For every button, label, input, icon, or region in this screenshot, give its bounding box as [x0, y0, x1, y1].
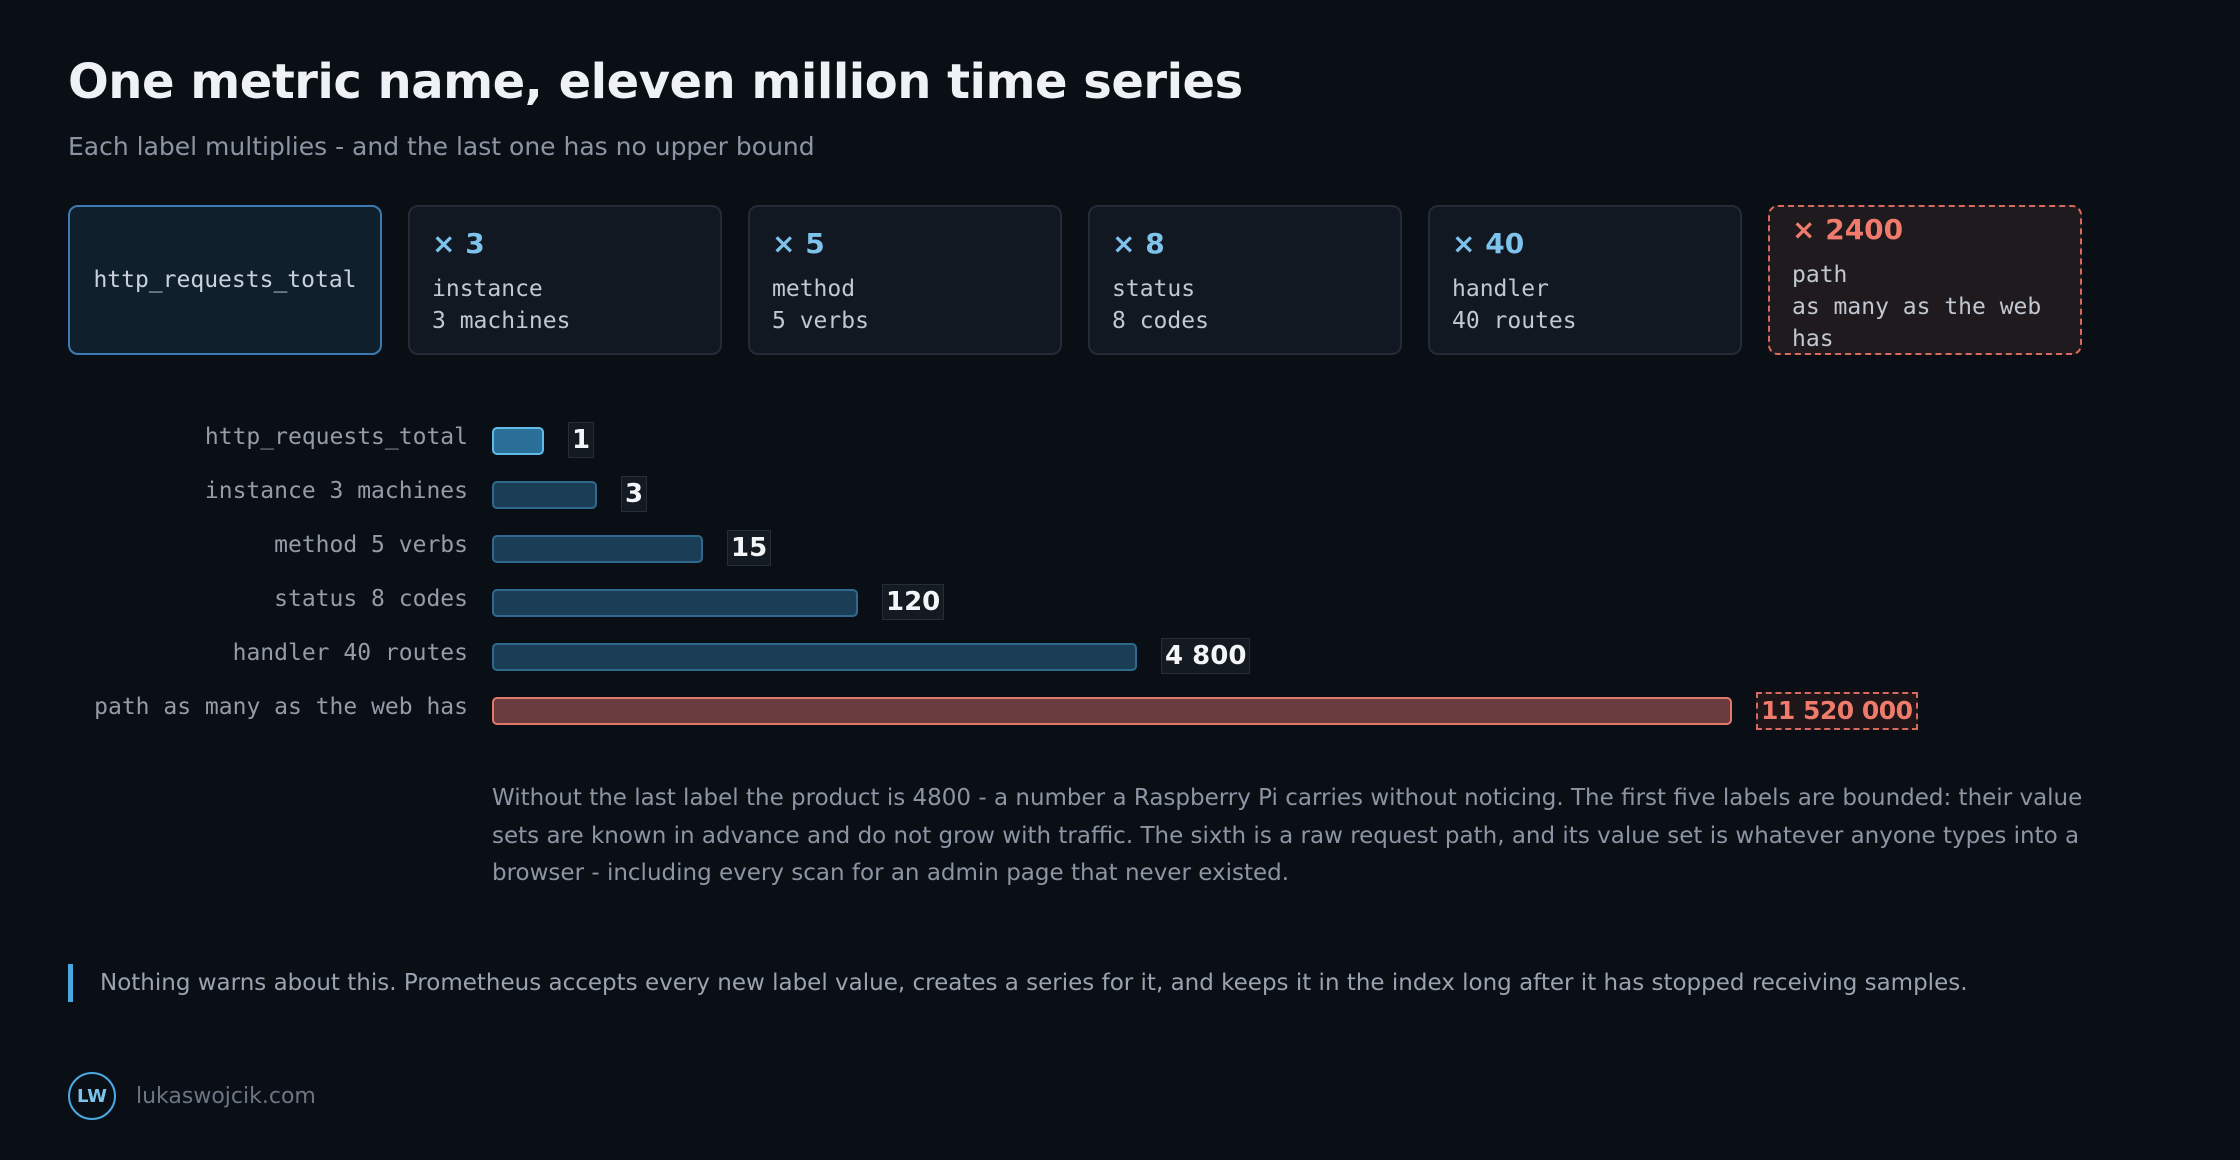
card-label-desc: 40 routes	[1452, 308, 1577, 334]
chart-bar	[492, 427, 544, 455]
chart-value-label: 11 520 000	[1756, 692, 1918, 730]
chart-category-label: handler 40 routes	[232, 640, 468, 666]
card-label-name: handler	[1452, 276, 1549, 302]
card-label-desc: 3 machines	[432, 308, 571, 334]
page-title: One metric name, eleven million time ser…	[68, 54, 1243, 110]
card-multiplier: × 3	[432, 227, 485, 260]
chart-bar	[492, 481, 597, 509]
chart-category-label: instance 3 machines	[204, 478, 468, 504]
explanation-text: Without the last label the product is 48…	[492, 785, 2083, 886]
card-multiplier: × 2400	[1792, 213, 1904, 246]
card-multiplier: × 40	[1452, 227, 1525, 260]
chart-bar	[492, 535, 703, 563]
page-subtitle: Each label multiplies - and the last one…	[68, 132, 815, 161]
card-handler: × 40 handler 40 routes	[1428, 205, 1742, 355]
chart-bar	[492, 643, 1137, 671]
chart-row: handler 40 routes 4 800	[0, 630, 2240, 684]
card-instance: × 3 instance 3 machines	[408, 205, 722, 355]
chart-value-label: 120	[882, 584, 945, 620]
card-method: × 5 method 5 verbs	[748, 205, 1062, 355]
footer: LW lukaswojcik.com	[68, 1072, 316, 1120]
chart-bar	[492, 589, 858, 617]
site-link[interactable]: lukaswojcik.com	[136, 1083, 316, 1109]
warning-callout: Nothing warns about this. Prometheus acc…	[68, 964, 1968, 1002]
card-label-name: path	[1792, 262, 1848, 288]
card-metric-name: http_requests_total	[93, 267, 357, 293]
card-multiplier: × 5	[772, 227, 825, 260]
card-label-name: status	[1112, 276, 1196, 302]
chart-value-label: 3	[621, 476, 648, 512]
card-label-desc: 5 verbs	[772, 308, 869, 334]
chart-row: path as many as the web has 11 520 000	[0, 684, 2240, 738]
logo-badge: LW	[68, 1072, 116, 1120]
chart-value-label: 1	[568, 422, 595, 458]
card-label-name: instance	[432, 276, 543, 302]
chart-row: status 8 codes 120	[0, 576, 2240, 630]
chart-category-label: status 8 codes	[274, 586, 468, 612]
chart-category-label: path as many as the web has	[94, 694, 468, 720]
card-label-name: method	[772, 276, 856, 302]
chart-value-label: 4 800	[1161, 638, 1251, 674]
chart-category-label: http_requests_total	[204, 424, 468, 450]
chart-row: instance 3 machines 3	[0, 468, 2240, 522]
card-metric: http_requests_total	[68, 205, 382, 355]
chart-bar	[492, 697, 1732, 725]
card-status: × 8 status 8 codes	[1088, 205, 1402, 355]
card-label-desc: 8 codes	[1112, 308, 1209, 334]
chart-value-label: 15	[727, 530, 772, 566]
card-multiplier: × 8	[1112, 227, 1165, 260]
chart-category-label: method 5 verbs	[274, 532, 468, 558]
card-label-desc: as many as the web has	[1792, 294, 2042, 352]
card-path: × 2400 path as many as the web has	[1768, 205, 2082, 355]
chart-row: http_requests_total 1	[0, 414, 2240, 468]
chart-row: method 5 verbs 15	[0, 522, 2240, 576]
